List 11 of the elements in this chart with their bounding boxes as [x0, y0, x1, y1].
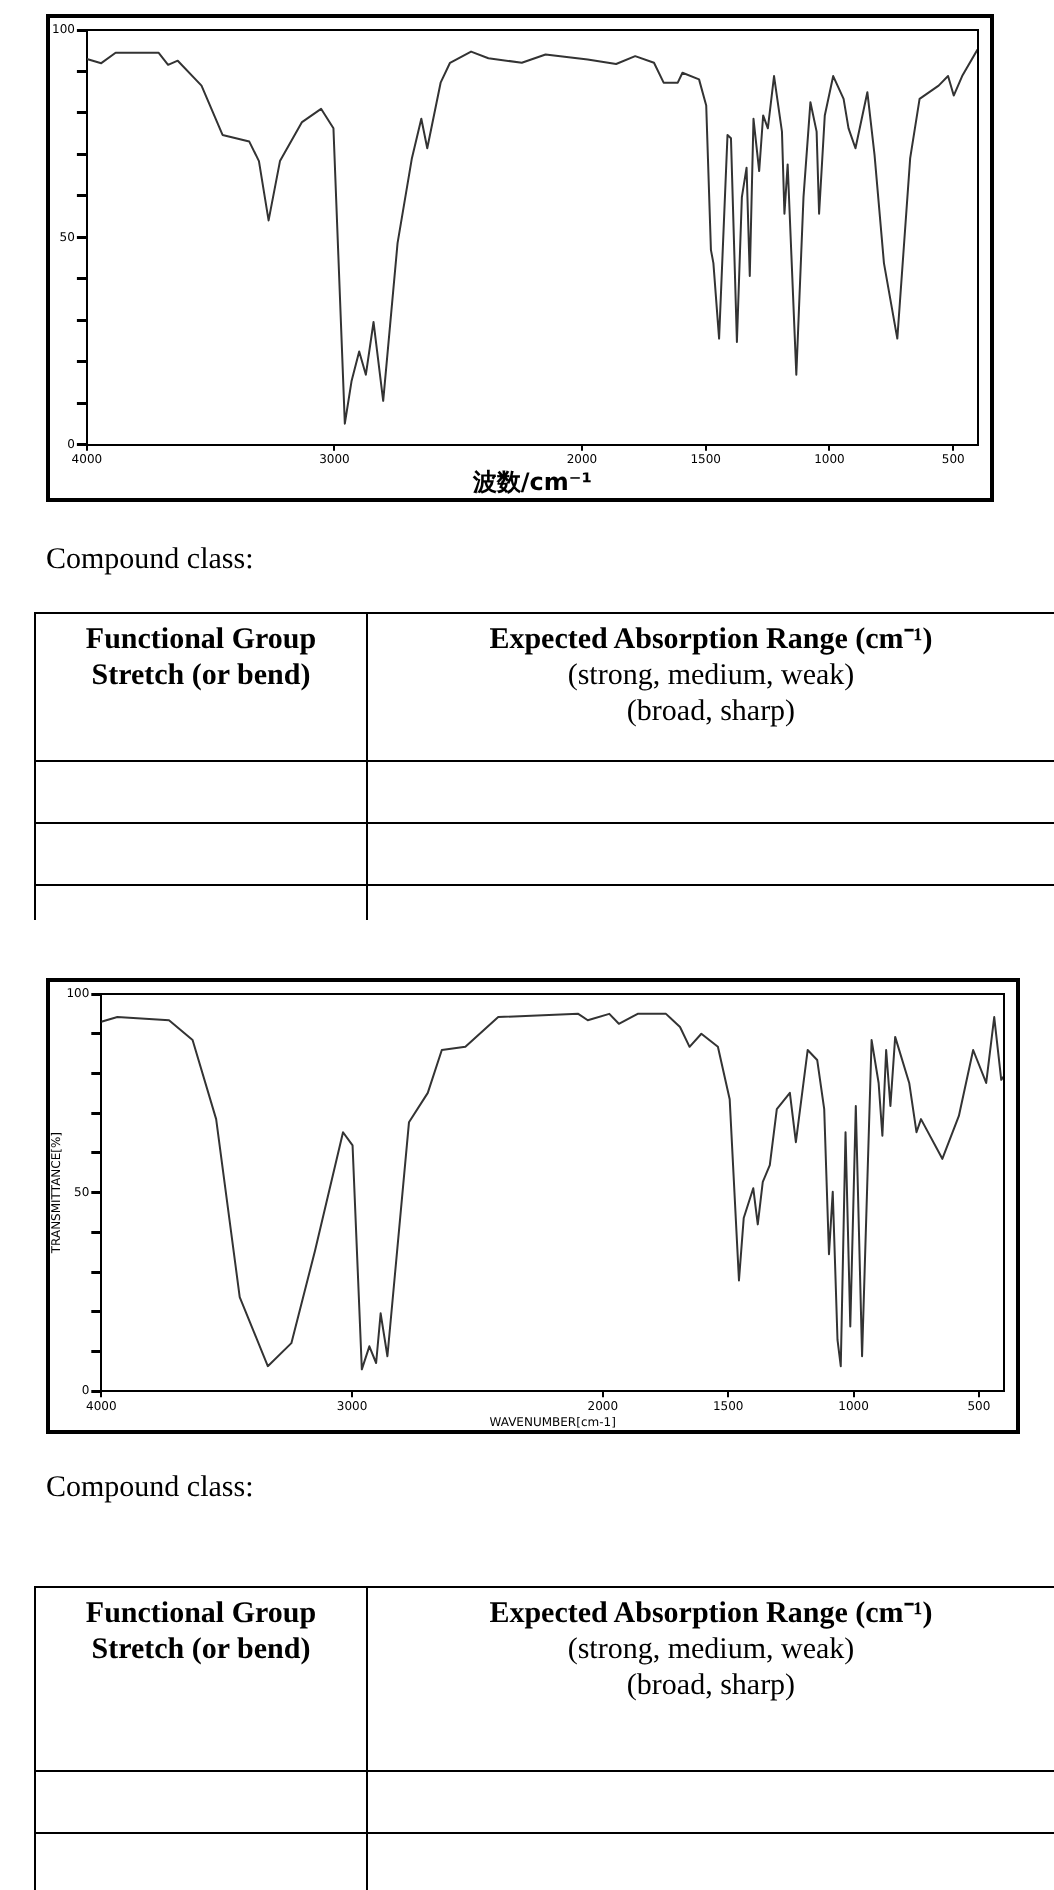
x-axis-title: 波数/cm⁻¹ — [470, 467, 593, 496]
text: Expected Absorption Range (cm⁻¹) — [487, 1596, 935, 1632]
text: (strong, medium, weak) — [565, 658, 857, 694]
text: Compound class: — [46, 544, 254, 578]
text: (broad, sharp) — [624, 694, 798, 730]
text: Expected Absorption Range (cm⁻¹) — [487, 622, 935, 658]
text: Functional Group Stretch (or bend) — [35, 613, 367, 761]
text: (strong, medium, weak) — [565, 1632, 857, 1668]
text: Functional Group Stretch (or bend) — [35, 1587, 367, 1771]
text: (broad, sharp) — [624, 1668, 798, 1704]
text: Compound class: — [46, 1472, 254, 1506]
